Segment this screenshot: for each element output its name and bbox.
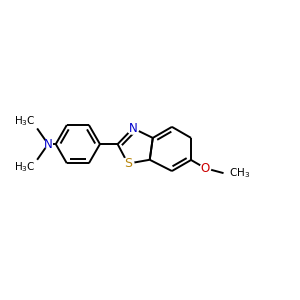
Text: N: N xyxy=(44,138,52,151)
Text: H$_3$C: H$_3$C xyxy=(14,114,36,128)
Text: H$_3$C: H$_3$C xyxy=(14,161,36,175)
Text: N: N xyxy=(129,122,137,135)
Text: S: S xyxy=(124,157,132,170)
Text: CH$_3$: CH$_3$ xyxy=(229,166,250,180)
Circle shape xyxy=(127,122,139,134)
Circle shape xyxy=(44,140,52,148)
Circle shape xyxy=(122,158,134,170)
Circle shape xyxy=(200,163,211,174)
Text: O: O xyxy=(201,162,210,175)
